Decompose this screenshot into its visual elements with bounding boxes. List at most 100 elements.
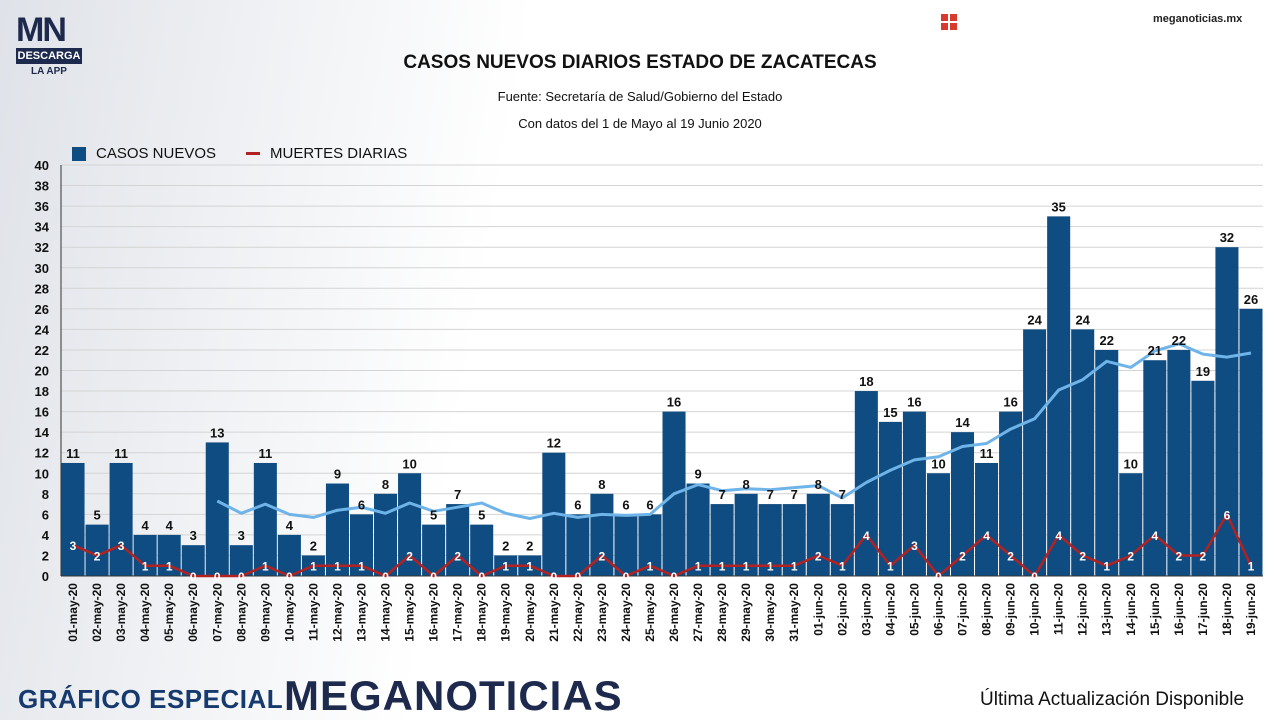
- bar: [758, 504, 782, 576]
- deaths-value-label: 2: [406, 549, 413, 563]
- y-tick-label: 6: [42, 507, 49, 522]
- deaths-value-label: 0: [478, 570, 485, 584]
- deaths-line: [72, 513, 1253, 578]
- bar-value-label: 16: [667, 395, 681, 410]
- bar-value-label: 3: [238, 528, 245, 543]
- x-tick-label: 03-jun-20: [859, 583, 873, 636]
- bar-value-label: 6: [622, 497, 629, 512]
- deaths-value-label: 0: [430, 570, 437, 584]
- x-tick-label: 17-jun-20: [1196, 583, 1210, 636]
- bar-value-label: 24: [1027, 312, 1042, 327]
- x-tick-label: 16-jun-20: [1172, 583, 1186, 636]
- site-url[interactable]: meganoticias.mx: [1153, 13, 1243, 25]
- bar-value-label: 2: [310, 538, 317, 553]
- deaths-value-label: 2: [959, 549, 966, 563]
- bar-value-label: 14: [955, 415, 970, 430]
- bar-value-label: 7: [718, 487, 725, 502]
- deaths-value-label: 3: [118, 539, 125, 553]
- bar: [398, 473, 422, 576]
- x-tick-label: 15-may-20: [403, 583, 417, 642]
- deaths-value-label: 0: [575, 570, 582, 584]
- y-tick-label: 30: [35, 261, 49, 276]
- x-tick-label: 03-may-20: [114, 583, 128, 642]
- x-tick-label: 20-may-20: [523, 583, 537, 642]
- x-tick-label: 06-may-20: [186, 583, 200, 642]
- bar-value-label: 7: [791, 487, 798, 502]
- bar: [950, 432, 975, 576]
- deaths-value-label: 0: [214, 570, 221, 584]
- x-tick-label: 26-may-20: [667, 583, 681, 642]
- bar: [61, 462, 85, 576]
- deaths-value-label: 2: [1079, 549, 1086, 563]
- legend-deaths-label: MUERTES DIARIAS: [270, 145, 408, 162]
- x-tick-label: 13-may-20: [355, 583, 369, 642]
- y-tick-label: 20: [35, 364, 49, 379]
- bar-value-label: 11: [980, 446, 994, 461]
- deaths-value-label: 0: [935, 570, 942, 584]
- x-tick-label: 29-may-20: [739, 583, 753, 642]
- bar-value-label: 16: [907, 395, 921, 410]
- grid-menu-icon[interactable]: [941, 14, 957, 30]
- x-tick-label: 09-may-20: [258, 583, 272, 642]
- logo-download-label: DESCARGA: [16, 48, 82, 64]
- x-tick-label: 08-jun-20: [980, 583, 994, 636]
- deaths-value-label: 2: [815, 549, 822, 563]
- deaths-value-label: 2: [1176, 549, 1183, 563]
- x-tick-label: 09-jun-20: [1004, 583, 1018, 636]
- deaths-value-label: 4: [1151, 529, 1158, 543]
- y-tick-label: 10: [35, 466, 49, 481]
- x-tick-label: 04-may-20: [138, 583, 152, 642]
- x-tick-label: 11-may-20: [306, 583, 320, 641]
- x-tick-label: 23-may-20: [595, 583, 609, 642]
- bar-value-label: 4: [166, 518, 174, 533]
- deaths-value-label: 2: [1200, 549, 1207, 563]
- x-tick-label: 18-jun-20: [1220, 583, 1234, 636]
- y-tick-label: 16: [35, 405, 49, 420]
- bar: [470, 524, 494, 576]
- x-tick-label: 31-may-20: [787, 583, 801, 642]
- deaths-value-label: 1: [166, 560, 173, 574]
- bar-value-label: 7: [767, 487, 774, 502]
- y-tick-label: 14: [35, 425, 50, 440]
- x-tick-label: 07-may-20: [210, 583, 224, 642]
- meganoticias-logo[interactable]: MN DESCARGA LA APP: [16, 13, 82, 77]
- bar: [638, 514, 662, 576]
- footer-brand-logo: MEGANOTICIAS: [284, 672, 623, 719]
- x-tick-label: 10-may-20: [282, 583, 296, 642]
- x-tick-label: 19-may-20: [499, 583, 513, 642]
- bar-value-label: 10: [402, 456, 416, 471]
- deaths-value-label: 1: [502, 560, 509, 574]
- bar-value-label: 3: [190, 528, 197, 543]
- bar: [878, 421, 902, 576]
- chart-subtitle-dates: Con datos del 1 de Mayo al 19 Junio 2020: [518, 116, 762, 131]
- moving-average-line: [216, 342, 1252, 520]
- deaths-value-label: 0: [238, 570, 245, 584]
- x-tick-label: 12-may-20: [330, 583, 344, 642]
- bar-value-label: 6: [358, 497, 365, 512]
- bar-value-label: 19: [1196, 364, 1210, 379]
- x-tick-label: 22-may-20: [571, 583, 585, 642]
- bar-value-label: 4: [142, 518, 150, 533]
- deaths-value-label: 3: [911, 539, 918, 553]
- x-tick-label: 02-may-20: [90, 583, 104, 642]
- y-tick-label: 2: [42, 548, 49, 563]
- x-tick-label: 07-jun-20: [956, 583, 970, 636]
- bar: [1047, 216, 1071, 576]
- x-tick-label: 19-jun-20: [1244, 583, 1258, 636]
- x-tick-label: 30-may-20: [763, 583, 777, 642]
- y-tick-label: 28: [35, 281, 49, 296]
- bar: [349, 514, 374, 576]
- legend-line-swatch: [246, 152, 261, 155]
- x-tick-label: 04-jun-20: [883, 583, 897, 636]
- x-tick-label: 15-jun-20: [1148, 583, 1162, 636]
- deaths-value-label: 4: [863, 529, 870, 543]
- bar-value-label: 5: [478, 508, 485, 523]
- bar-value-label: 8: [382, 477, 389, 492]
- y-tick-label: 18: [35, 384, 49, 399]
- footer-update-label: Última Actualización Disponible: [980, 689, 1245, 710]
- y-tick-label: 34: [35, 220, 50, 235]
- deaths-value-label: 1: [262, 560, 269, 574]
- bar: [109, 462, 133, 576]
- bar: [614, 514, 638, 576]
